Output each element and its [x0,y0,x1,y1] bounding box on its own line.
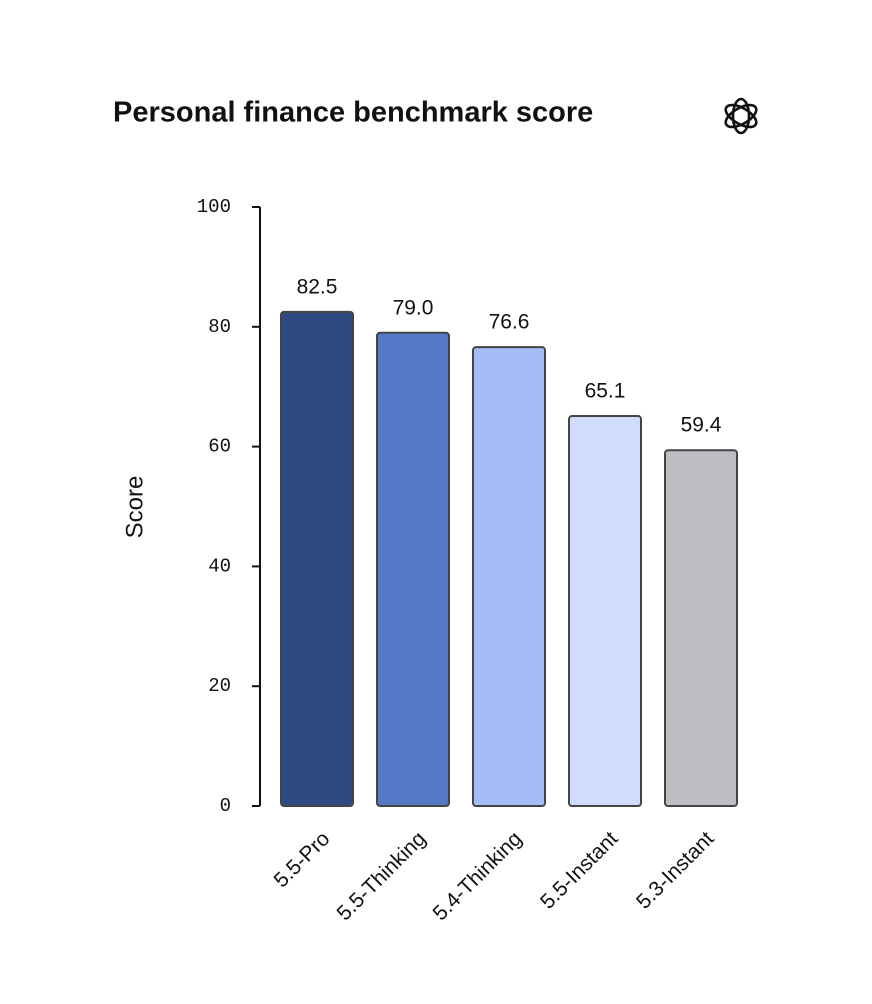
value-label: 79.0 [393,296,434,319]
y-tick-label: 0 [220,795,231,817]
bar [664,449,738,807]
chart-title: Personal finance benchmark score [113,97,593,129]
y-tick-label: 100 [197,196,231,218]
y-tick-label: 80 [208,316,231,338]
logo [724,97,758,135]
bar [568,415,642,807]
y-tick-label: 60 [208,436,231,458]
value-label: 65.1 [585,380,626,403]
bar [472,346,546,807]
y-axis-label: Score [121,476,148,539]
value-label: 76.6 [489,311,530,334]
value-label: 59.4 [681,414,722,437]
y-tick-label: 40 [208,555,231,577]
bar [280,310,354,807]
y-tick-label: 20 [208,675,231,697]
value-label: 82.5 [297,275,338,298]
bar [376,331,450,807]
